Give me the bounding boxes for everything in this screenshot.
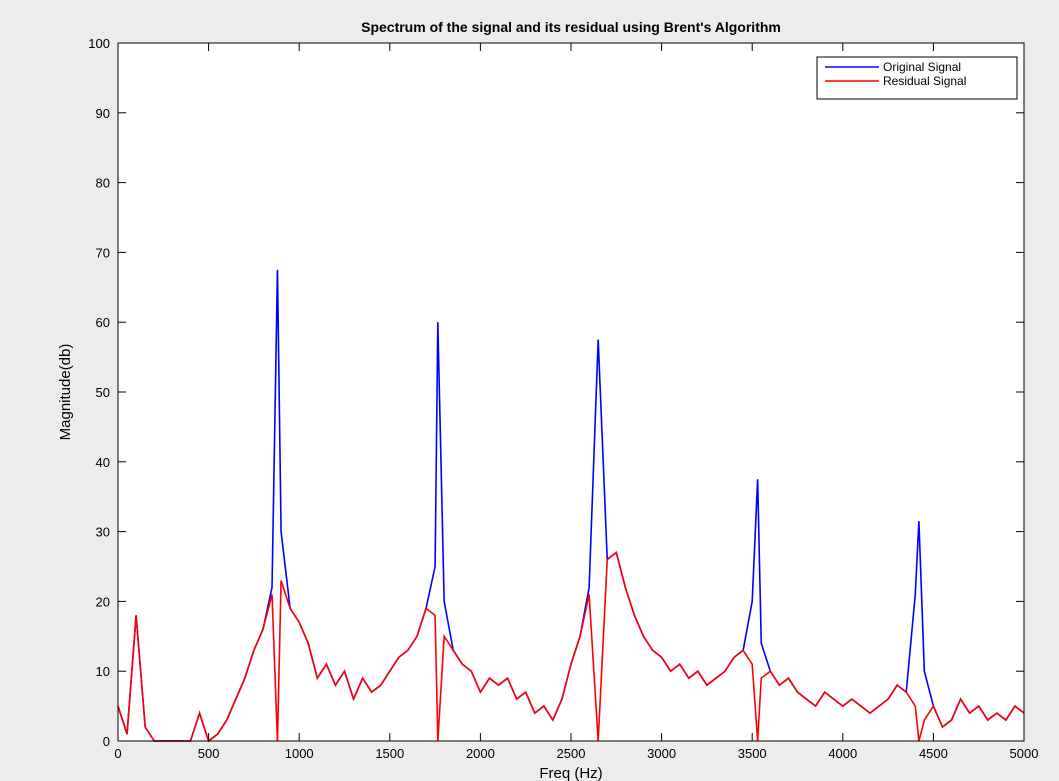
y-tick-label: 30	[96, 525, 110, 540]
x-axis-label: Freq (Hz)	[539, 765, 602, 781]
y-tick-label: 40	[96, 455, 110, 470]
y-tick-label: 20	[96, 594, 110, 609]
x-tick-label: 3000	[647, 746, 676, 761]
y-tick-label: 100	[88, 36, 110, 51]
x-tick-label: 5000	[1010, 746, 1039, 761]
y-tick-label: 70	[96, 245, 110, 260]
x-tick-label: 4500	[919, 746, 948, 761]
y-tick-label: 0	[103, 734, 110, 749]
x-tick-label: 1500	[375, 746, 404, 761]
y-axis-label: Magnitude(db)	[57, 344, 74, 441]
series-line	[117, 551, 1025, 743]
y-tick-label: 50	[96, 385, 110, 400]
x-tick-label: 2000	[466, 746, 495, 761]
x-tick-label: 0	[114, 746, 121, 761]
plot-area	[118, 43, 1024, 741]
y-tick-label: 60	[96, 315, 110, 330]
x-tick-label: 2500	[557, 746, 586, 761]
legend-label: Residual Signal	[883, 74, 966, 88]
x-tick-label: 500	[198, 746, 220, 761]
x-tick-label: 4000	[828, 746, 857, 761]
y-tick-label: 90	[96, 106, 110, 121]
y-tick-label: 80	[96, 176, 110, 191]
x-tick-label: 3500	[738, 746, 767, 761]
legend-box	[816, 56, 1018, 100]
legend-label: Original Signal	[883, 60, 961, 74]
y-tick-label: 10	[96, 664, 110, 679]
x-tick-label: 1000	[285, 746, 314, 761]
chart-title: Spectrum of the signal and its residual …	[361, 19, 781, 35]
